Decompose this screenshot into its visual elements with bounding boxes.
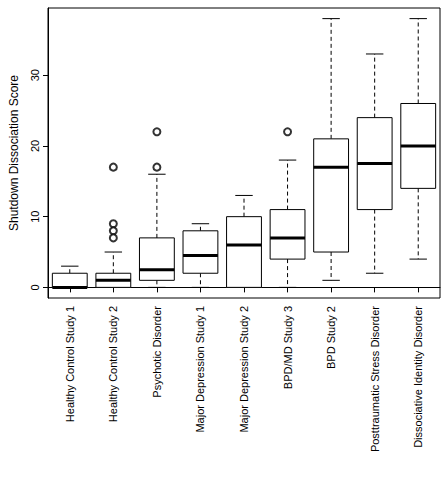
svg-text:BPD Study 2: BPD Study 2 [325,306,337,369]
svg-text:Posttraumatic Stress Disorder: Posttraumatic Stress Disorder [369,306,381,452]
svg-text:Healthy Control Study 1: Healthy Control Study 1 [64,306,76,422]
svg-text:Major Depression Study 2: Major Depression Study 2 [238,306,250,433]
svg-text:10: 10 [29,211,41,223]
svg-text:30: 30 [29,69,41,81]
svg-text:Major Depression Study 1: Major Depression Study 1 [194,306,206,433]
svg-text:Shutdown Dissociation Score: Shutdown Dissociation Score [7,75,21,231]
svg-text:Psychotic Disorder: Psychotic Disorder [151,306,163,398]
svg-text:Dissociative Identity Disorder: Dissociative Identity Disorder [412,306,424,448]
svg-text:Healthy Control Study 2: Healthy Control Study 2 [107,306,119,422]
svg-text:BPD/MD Study 3: BPD/MD Study 3 [282,306,294,389]
svg-text:0: 0 [29,284,41,290]
svg-text:20: 20 [29,140,41,152]
